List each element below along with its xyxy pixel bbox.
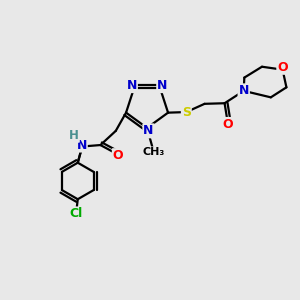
Text: Cl: Cl: [70, 207, 83, 220]
Text: N: N: [143, 124, 154, 137]
Text: S: S: [182, 106, 191, 118]
Text: N: N: [127, 79, 137, 92]
Text: N: N: [238, 84, 249, 98]
Text: H: H: [69, 129, 79, 142]
Text: N: N: [157, 79, 168, 92]
Text: O: O: [277, 61, 288, 74]
Text: CH₃: CH₃: [143, 147, 165, 158]
Text: O: O: [222, 118, 233, 131]
Text: N: N: [76, 139, 87, 152]
Text: O: O: [113, 149, 123, 162]
